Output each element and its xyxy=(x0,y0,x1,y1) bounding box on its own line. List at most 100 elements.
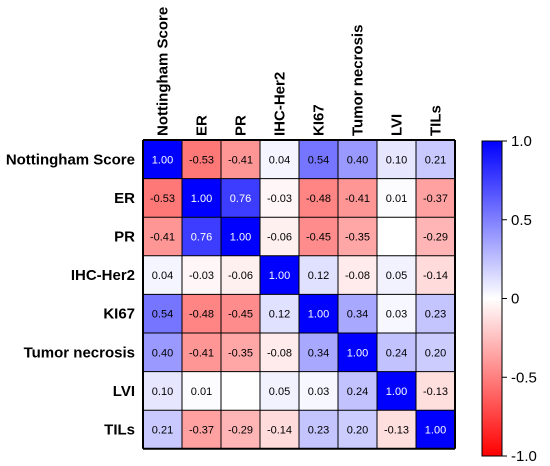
heatmap-cell xyxy=(338,140,377,179)
cell-value-label: -0.45 xyxy=(228,309,253,321)
cell-value-label: 0.03 xyxy=(386,309,407,321)
cell-value-label: -0.13 xyxy=(384,425,409,437)
cell-value-label: 0.20 xyxy=(425,347,446,359)
cell-value-label: 0.10 xyxy=(152,386,173,398)
cell-value-label: -0.35 xyxy=(228,347,253,359)
heatmap-cell xyxy=(377,255,416,295)
cell-value-label: -0.29 xyxy=(228,425,253,437)
heatmap-cell xyxy=(377,294,416,333)
cell-value-label: -0.45 xyxy=(306,232,331,244)
cell-value-label: 0.12 xyxy=(269,309,290,321)
cell-value-label: 0.20 xyxy=(347,425,368,437)
cell-value-label: -0.13 xyxy=(423,386,448,398)
row-label: ER xyxy=(114,190,135,207)
heatmap-cell xyxy=(299,217,338,256)
cell-value-label: 1.00 xyxy=(152,154,173,166)
heatmap-cell xyxy=(221,333,260,372)
cell-value-label: 1.00 xyxy=(386,386,407,398)
cell-value-label: 0.05 xyxy=(269,386,290,398)
row-label: Tumor necrosis xyxy=(24,344,135,361)
column-labels: Nottingham Score ER PR IHC-Her2 KI67 Tumor ne… xyxy=(155,7,445,136)
heatmap-cell xyxy=(221,410,260,449)
heatmap-cell xyxy=(221,255,260,295)
colorbar-tick-label: -1.0 xyxy=(511,448,537,465)
heatmap-cell xyxy=(299,178,338,218)
cell-value-label: -0.03 xyxy=(267,193,292,205)
cell-value-label: 0.76 xyxy=(230,193,251,205)
heatmap-cell xyxy=(377,371,416,411)
heatmap-cell xyxy=(377,333,416,372)
heatmap-cell xyxy=(416,255,455,295)
cell-value-label: -0.08 xyxy=(267,347,292,359)
cell-value-label: 0.40 xyxy=(152,347,173,359)
heatmap-cells: 1.00 -0.53 -0.41 0.04 0.54 0.40 0.10 0.21 -0.53 1… xyxy=(143,140,455,449)
cell-value-label: -0.08 xyxy=(345,270,370,282)
cell-value-label: 0.34 xyxy=(347,309,368,321)
heatmap-cell xyxy=(221,294,260,333)
cell-value-label: 1.00 xyxy=(269,270,290,282)
cell-value-label: -0.53 xyxy=(189,154,214,166)
colorbar: 1.0 0.5 0 -0.5 -1.0 xyxy=(481,133,537,465)
cell-value-label: -0.03 xyxy=(189,270,214,282)
heatmap-cell xyxy=(143,294,182,333)
heatmap-cell xyxy=(416,178,455,218)
heatmap-cell xyxy=(299,255,338,295)
heatmap-cell xyxy=(221,217,260,256)
heatmap-cell xyxy=(338,294,377,333)
heatmap-cell xyxy=(221,178,260,218)
heatmap-cell xyxy=(182,333,221,372)
heatmap-cell xyxy=(416,333,455,372)
heatmap-cell xyxy=(338,410,377,449)
heatmap-cell xyxy=(338,255,377,295)
heatmap-cell xyxy=(143,255,182,295)
cell-value-label: 0.03 xyxy=(308,386,329,398)
cell-value-label: 1.00 xyxy=(425,425,446,437)
cell-value-label: 0.21 xyxy=(425,154,446,166)
cell-value-label: 1.00 xyxy=(230,232,251,244)
column-label: TILs xyxy=(428,105,445,136)
heatmap-cell xyxy=(416,140,455,179)
colorbar-tick-label: 1.0 xyxy=(511,133,532,150)
heatmap-cell xyxy=(299,294,338,333)
cell-value-label: 0.54 xyxy=(308,154,329,166)
heatmap-cell xyxy=(416,371,455,411)
column-label: Nottingham Score xyxy=(155,7,172,136)
heatmap-cell xyxy=(182,410,221,449)
heatmap-cell xyxy=(221,140,260,179)
heatmap-cell xyxy=(299,333,338,372)
colorbar-tick-label: 0.5 xyxy=(511,212,532,229)
colorbar-tick-label: 0 xyxy=(511,291,519,308)
heatmap-cell xyxy=(143,178,182,218)
colorbar-tick-label: -0.5 xyxy=(511,369,537,386)
cell-value-label: -0.06 xyxy=(228,270,253,282)
cell-value-label: 0.24 xyxy=(386,347,407,359)
cell-value-label: 0.05 xyxy=(386,270,407,282)
cell-value-label: 0.01 xyxy=(386,193,407,205)
heatmap-cell xyxy=(299,410,338,449)
heatmap-grid xyxy=(142,139,456,450)
cell-value-label: -0.41 xyxy=(150,232,175,244)
cell-value-label: -0.37 xyxy=(189,425,214,437)
heatmap-cell xyxy=(338,178,377,218)
row-labels: Nottingham Score ER PR IHC-Her2 KI67 Tumor ne… xyxy=(6,151,135,438)
heatmap-cell xyxy=(143,333,182,372)
column-label: LVI xyxy=(389,114,406,136)
heatmap-cell xyxy=(221,371,260,411)
cell-value-label: -0.53 xyxy=(150,193,175,205)
cell-value-label: -0.14 xyxy=(423,270,448,282)
cell-value-label: 0.04 xyxy=(269,154,290,166)
heatmap-cell xyxy=(377,140,416,179)
heatmap-cell xyxy=(182,217,221,256)
cell-value-label: -0.41 xyxy=(228,154,253,166)
cell-value-label: -0.14 xyxy=(267,425,292,437)
row-label: TILs xyxy=(104,422,135,439)
cell-value-label: 0.34 xyxy=(308,347,329,359)
heatmap-cell xyxy=(260,178,299,218)
row-label: Nottingham Score xyxy=(6,151,135,168)
heatmap-cell xyxy=(416,217,455,256)
heatmap-cell xyxy=(260,294,299,333)
column-label: IHC-Her2 xyxy=(272,72,289,136)
heatmap-cell xyxy=(143,217,182,256)
heatmap-cell xyxy=(260,140,299,179)
